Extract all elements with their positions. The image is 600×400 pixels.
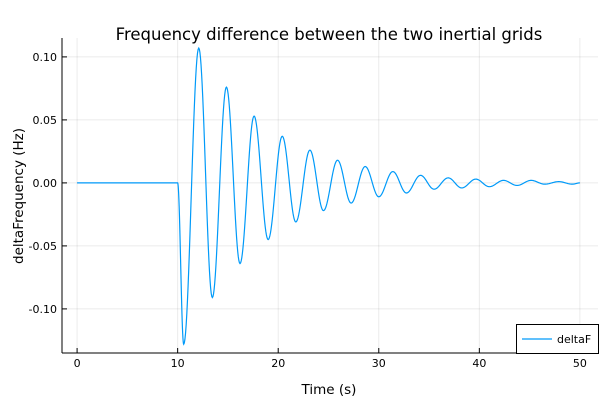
x-tick-label: 0 xyxy=(74,357,81,370)
y-tick-label: 0.00 xyxy=(33,177,58,190)
chart-title: Frequency difference between the two ine… xyxy=(116,25,543,44)
y-tick-label: 0.10 xyxy=(33,51,58,64)
grid xyxy=(62,38,598,353)
x-tick-label: 20 xyxy=(271,357,285,370)
legend-label-deltaF: deltaF xyxy=(557,333,591,346)
y-axis-label: deltaFrequency (Hz) xyxy=(11,128,27,264)
y-tick-label: 0.05 xyxy=(33,114,58,127)
axes xyxy=(61,38,598,354)
x-tick-label: 50 xyxy=(573,357,587,370)
y-tick-label: -0.10 xyxy=(29,303,57,316)
series-line-deltaF xyxy=(77,46,580,346)
x-axis-label: Time (s) xyxy=(301,382,357,398)
x-tick-label: 10 xyxy=(171,357,185,370)
x-tick-label: 30 xyxy=(372,357,386,370)
y-tick-label: -0.05 xyxy=(29,240,57,253)
x-tick-label: 40 xyxy=(472,357,486,370)
ticks: 0 10 20 30 40 50 0.10 0.05 0.00 -0.05 -0.10 xyxy=(29,51,587,370)
legend: deltaF xyxy=(516,324,599,354)
